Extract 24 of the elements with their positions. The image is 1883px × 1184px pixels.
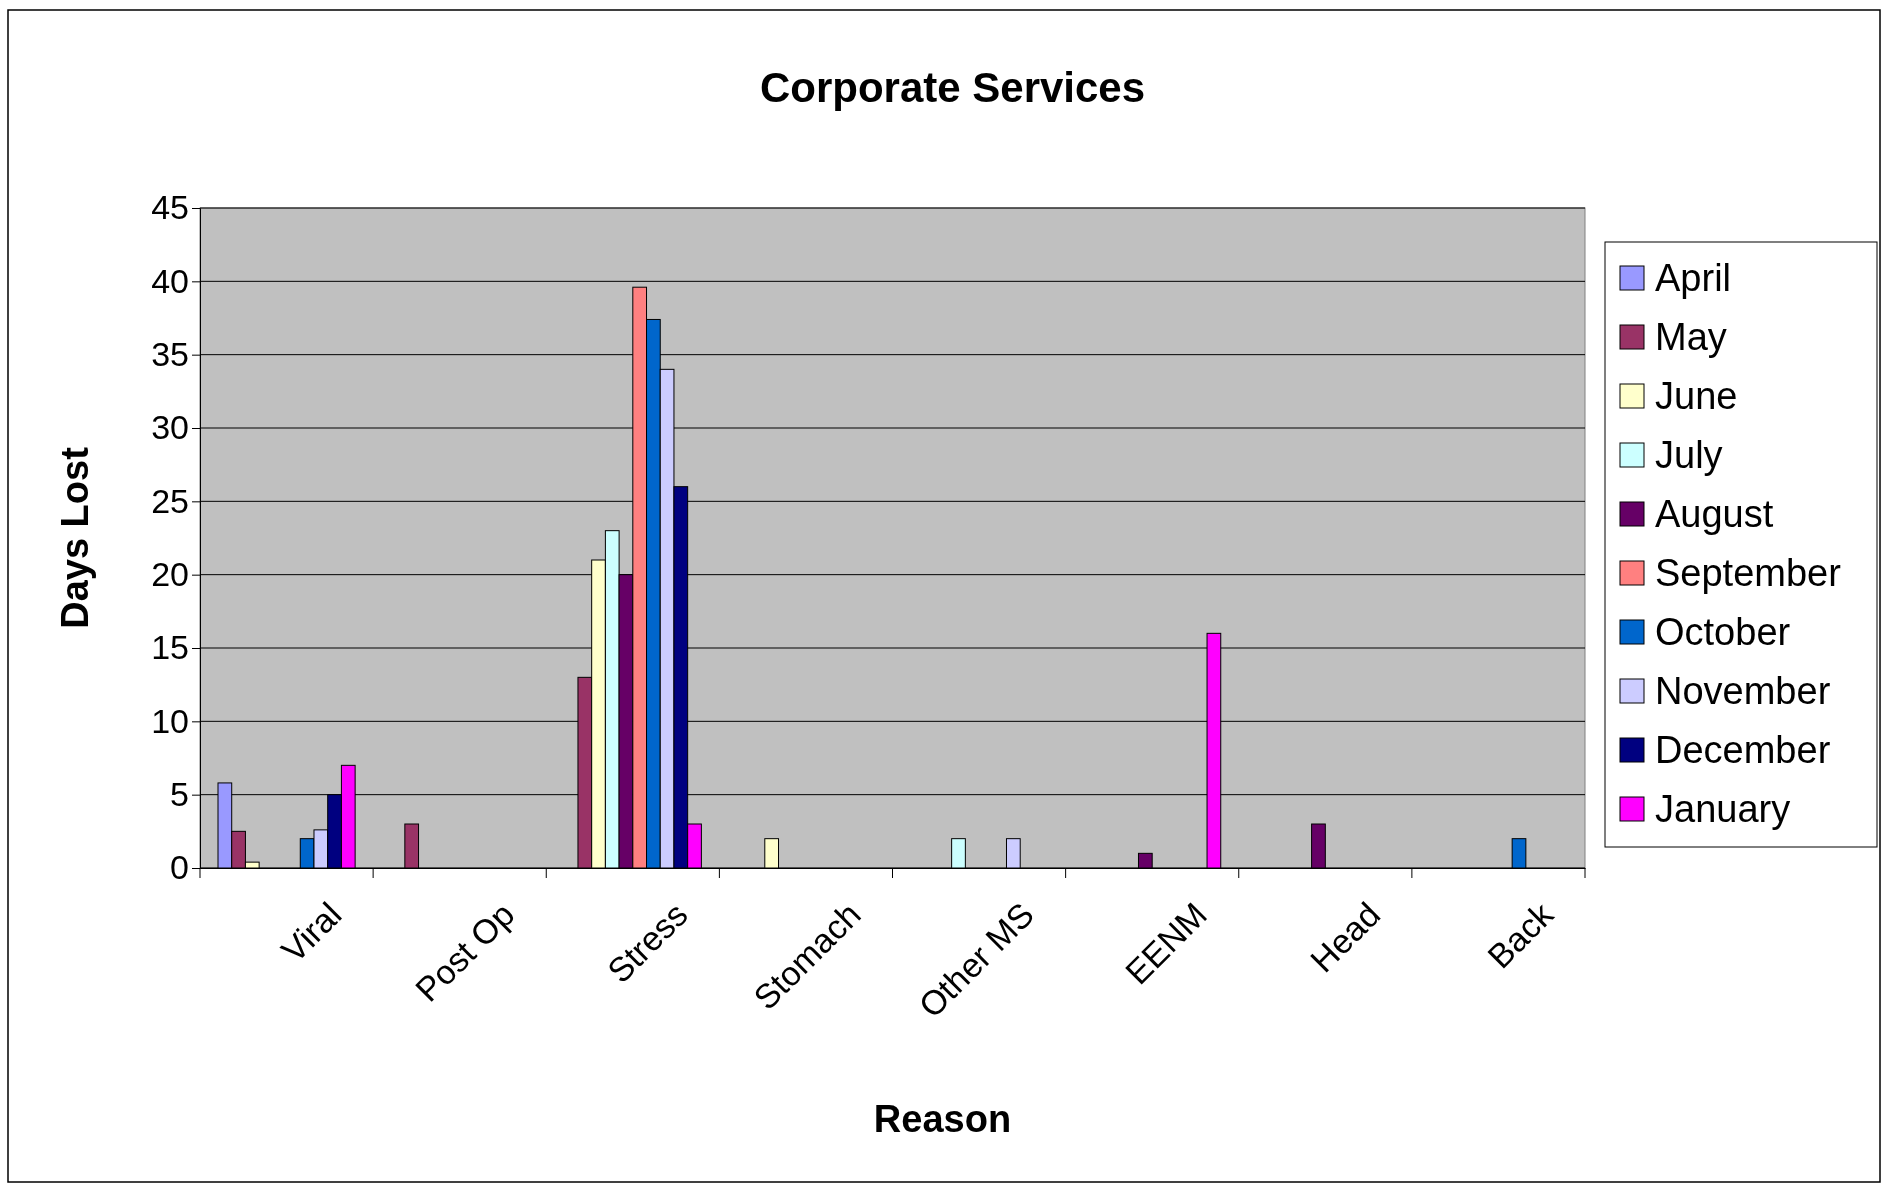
y-tick-label: 5 [170, 775, 189, 814]
legend-label: June [1655, 375, 1738, 418]
y-tick-label: 10 [151, 701, 189, 740]
chart-title: Corporate Services [759, 64, 1146, 111]
legend-label: July [1655, 434, 1723, 477]
x-axis-title: Reason [873, 1098, 1012, 1140]
x-tick-label: Viral [273, 895, 349, 970]
legend-label: November [1655, 670, 1831, 713]
legend-label: December [1655, 729, 1831, 772]
y-tick-label: 0 [170, 848, 189, 887]
y-axis-title: Days Lost [54, 446, 96, 629]
legend-label: September [1655, 552, 1842, 595]
legend-label: May [1655, 316, 1727, 359]
y-tick-label: 35 [151, 335, 189, 374]
legend-label: January [1655, 788, 1791, 831]
legend-label: April [1655, 257, 1732, 300]
y-tick-label: 30 [151, 408, 189, 447]
y-tick-label: 25 [151, 481, 189, 520]
legend-label: October [1655, 611, 1791, 654]
legend-label: August [1655, 493, 1774, 536]
y-tick-label: 40 [151, 261, 189, 300]
y-tick-label: 15 [151, 628, 189, 667]
y-tick-label: 45 [151, 188, 189, 227]
y-tick-label: 20 [151, 555, 189, 594]
